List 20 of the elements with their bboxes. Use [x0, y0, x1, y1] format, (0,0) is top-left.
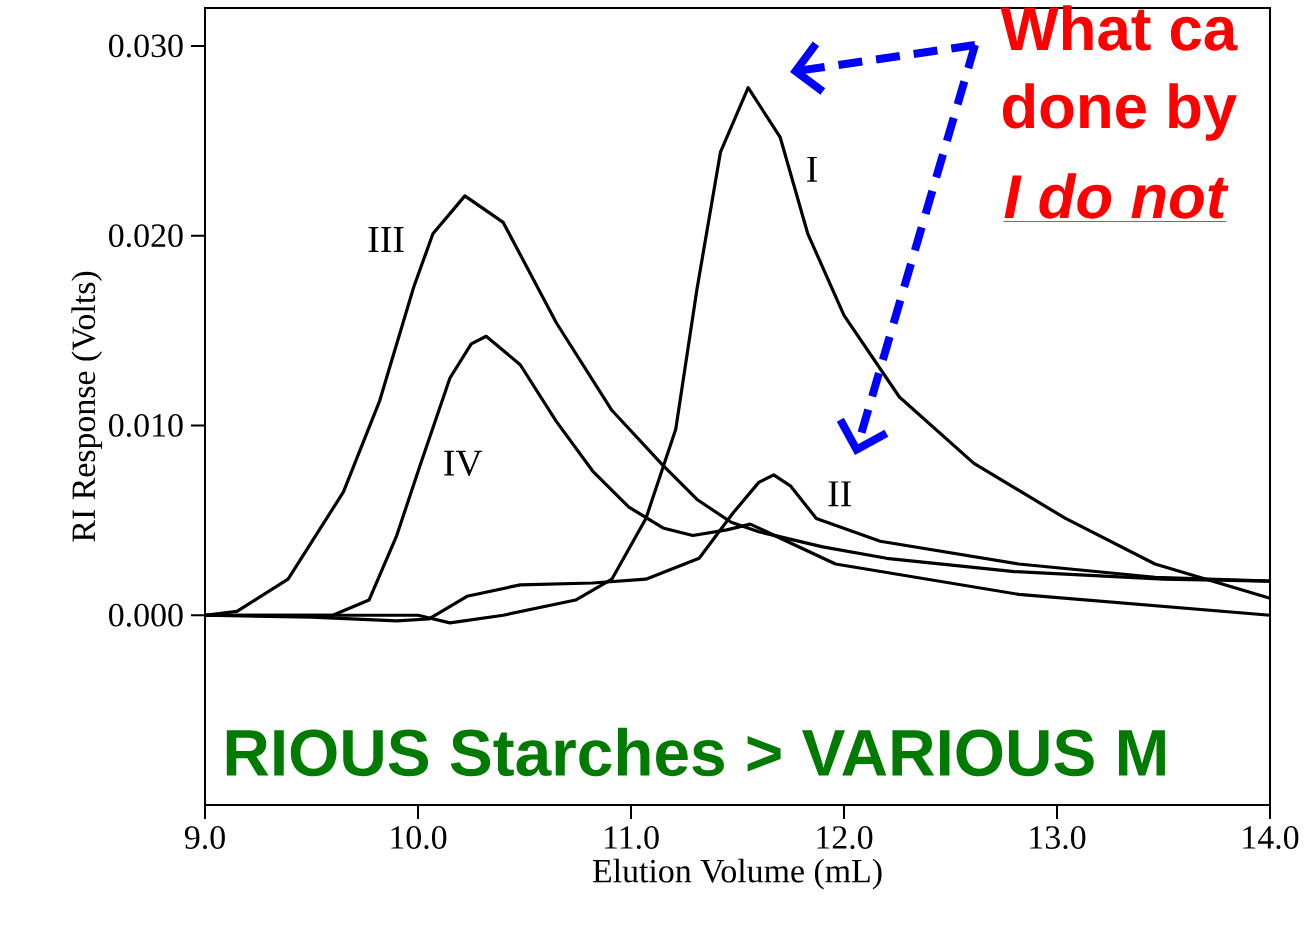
x-tick-label: 11.0	[604, 826, 659, 850]
annotation: done by	[1002, 83, 1237, 141]
x-tick-label: 12.0	[817, 826, 873, 850]
annotation: What ca	[1000, 5, 1238, 51]
series-label: IV	[444, 450, 483, 477]
series-label: I	[807, 156, 818, 182]
y-tick-label: 0.010	[109, 413, 183, 437]
y-axis-title: RI Response (Volts)	[71, 271, 103, 542]
x-tick-label: 10.0	[391, 826, 447, 850]
series-label: II	[828, 481, 852, 507]
annotation: RIOUS Starches > VARIOUS M	[226, 727, 1165, 777]
y-tick-label: 0.020	[109, 224, 183, 248]
x-tick-label: 13.0	[1030, 826, 1086, 850]
x-tick-label: 14.0	[1243, 826, 1299, 850]
x-tick-label: 9.0	[184, 826, 225, 850]
annotation: I do not	[1004, 173, 1229, 219]
y-tick-label: 0.030	[109, 34, 183, 58]
y-tick-label: 0.000	[109, 603, 183, 627]
x-axis-title: Elution Volume (mL)	[592, 858, 882, 890]
series-label: III	[368, 227, 404, 252]
